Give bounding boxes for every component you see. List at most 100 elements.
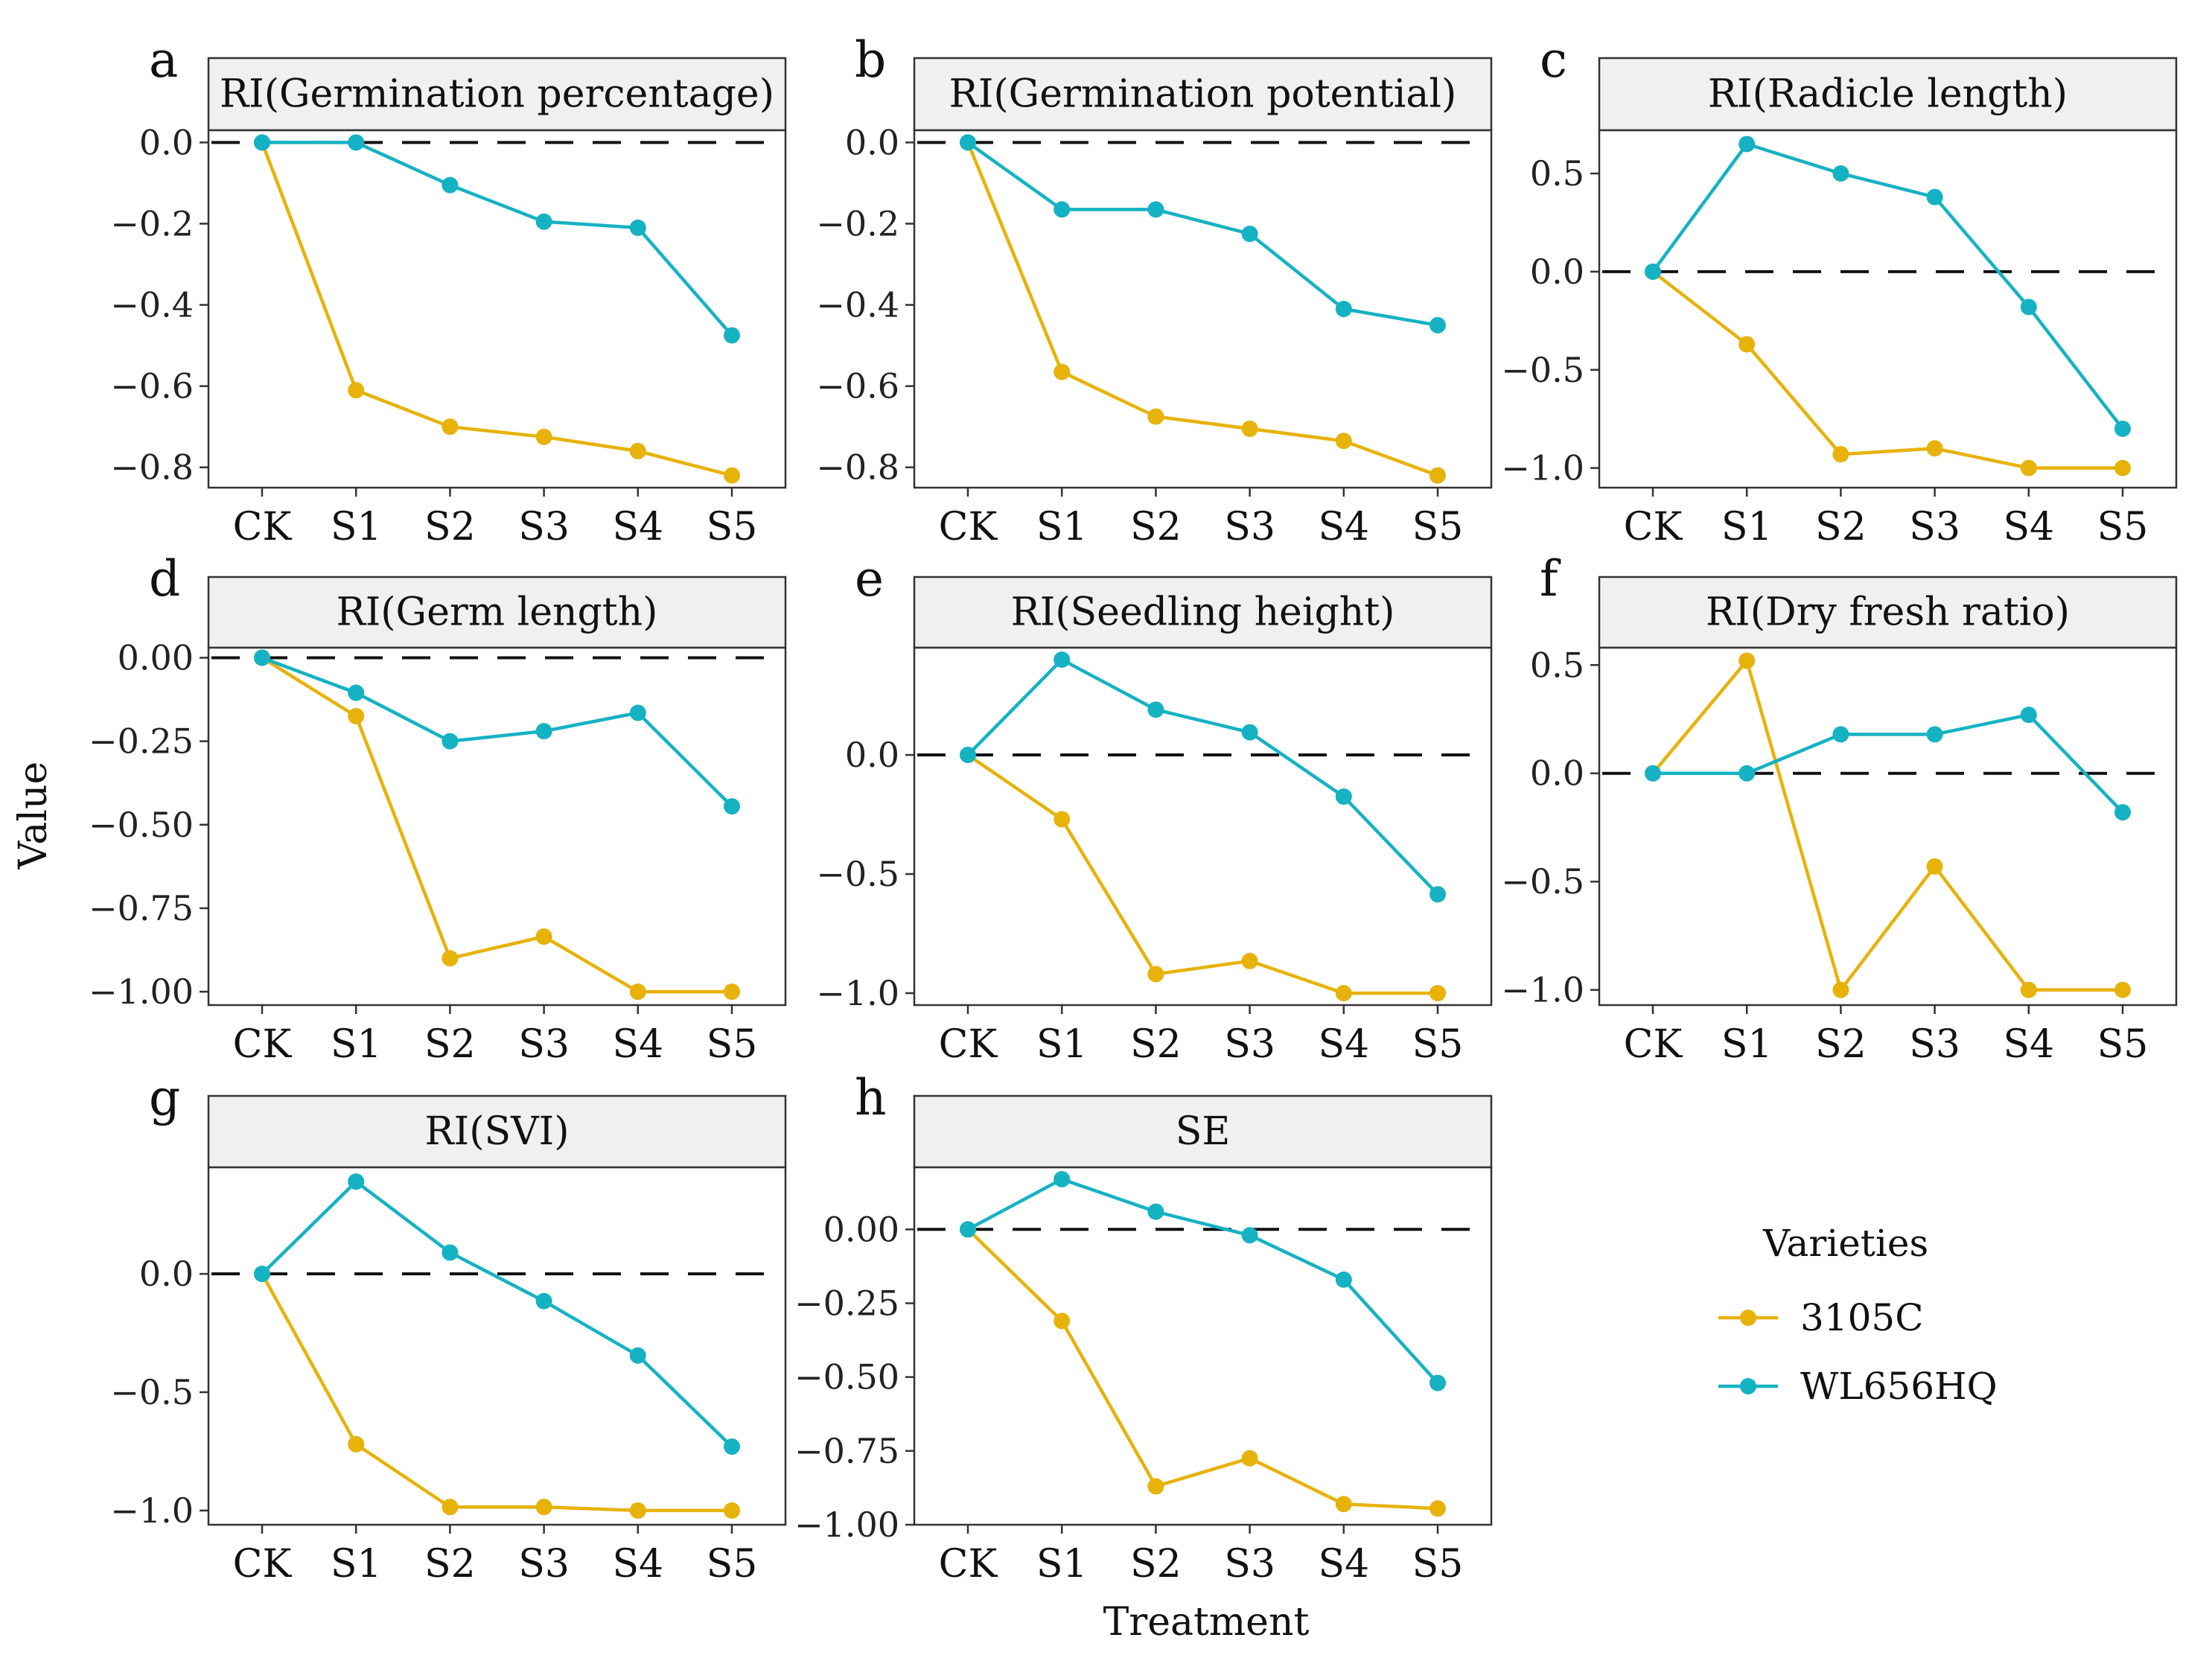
data-point-wl656hq (535, 1292, 552, 1310)
plot-area (207, 129, 787, 489)
panel-g: g RI(SVI) 0.0 −0.5 −1.0 CK S1 S2 S3 S4 S5 (110, 1069, 787, 1587)
panel-letter: b (855, 31, 886, 89)
x-tick-label: S2 (424, 1022, 476, 1067)
x-tick-label: S4 (2003, 505, 2054, 549)
data-point-wl656hq (1738, 765, 1756, 782)
data-point-3105c (535, 928, 552, 946)
data-point-3105c (1241, 952, 1258, 969)
x-axis-title: Treatment (1103, 1600, 1310, 1645)
data-point-wl656hq (1429, 886, 1446, 903)
data-point-wl656hq (254, 1266, 270, 1283)
data-point-wl656hq (1429, 1374, 1446, 1391)
data-point-wl656hq (1054, 201, 1071, 218)
data-point-wl656hq (1241, 724, 1258, 741)
data-point-3105c (724, 1502, 740, 1519)
y-tick-label: −0.25 (794, 1283, 899, 1323)
x-tick-label: S3 (518, 1542, 570, 1587)
x-tick-label: S5 (1412, 1542, 1464, 1587)
panel-title: RI(Seedling height) (1011, 590, 1395, 635)
plot-area (207, 1166, 787, 1526)
data-point-3105c (1054, 811, 1071, 828)
data-point-wl656hq (1147, 701, 1164, 718)
x-tick-label: S1 (1721, 505, 1773, 549)
data-point-3105c (442, 1499, 459, 1516)
panel-title: RI(Germination percentage) (220, 72, 774, 117)
data-point-3105c (1738, 336, 1756, 353)
data-point-wl656hq (1241, 1227, 1258, 1244)
y-tick-label: −0.5 (816, 854, 899, 894)
data-point-3105c (629, 1502, 646, 1519)
data-point-wl656hq (724, 327, 740, 344)
data-point-wl656hq (2020, 299, 2037, 316)
x-tick-label: S5 (707, 1022, 758, 1067)
panel-strip (913, 57, 1493, 132)
legend-title: Varieties (1762, 1222, 1928, 1265)
data-point-wl656hq (254, 649, 270, 666)
panel-letter: h (855, 1069, 887, 1126)
y-tick-label: −0.6 (110, 366, 194, 406)
x-tick-label: S5 (1412, 1022, 1464, 1067)
y-axis-title: Value (11, 762, 56, 870)
data-point-3105c (1054, 1313, 1071, 1330)
x-tick-label: S4 (1318, 1542, 1369, 1587)
y-tick-label: −1.00 (794, 1505, 899, 1545)
x-tick-label: S3 (1224, 1542, 1275, 1587)
y-tick-label: −0.2 (110, 203, 194, 243)
data-point-wl656hq (2114, 420, 2131, 437)
data-point-3105c (2020, 459, 2037, 476)
x-tick-label: CK (939, 1022, 998, 1067)
data-point-wl656hq (1738, 135, 1756, 153)
series-line-3105c (261, 656, 732, 994)
panel-title: RI(Germination potential) (949, 72, 1457, 117)
series-line-wl656hq (261, 656, 733, 808)
y-tick-label: −0.8 (816, 447, 899, 488)
x-tick-label: S2 (424, 1542, 476, 1587)
data-point-wl656hq (348, 684, 365, 701)
x-tick-label: S5 (2097, 1022, 2149, 1067)
x-tick-label: S1 (331, 1022, 382, 1067)
x-tick-label: S2 (1130, 1022, 1182, 1067)
x-tick-label: S5 (707, 1542, 758, 1587)
panel-letter: e (855, 550, 884, 608)
y-tick-label: 0.0 (139, 122, 194, 162)
data-point-wl656hq (1054, 651, 1071, 668)
y-tick-label: −1.0 (816, 973, 899, 1013)
x-tick-label: S2 (424, 505, 476, 549)
data-point-wl656hq (535, 723, 552, 740)
y-tick-label: −0.50 (794, 1357, 899, 1397)
x-tick-label: S3 (1909, 505, 1960, 549)
y-tick-label: −1.00 (89, 972, 194, 1012)
legend-items: 3105C WL656HQ (1718, 1296, 1998, 1408)
data-point-wl656hq (629, 219, 646, 236)
data-point-wl656hq (629, 1347, 646, 1364)
series-line-wl656hq (966, 657, 1439, 896)
panel-title: RI(SVI) (425, 1109, 570, 1154)
panel-letter: a (149, 31, 178, 89)
panel-letter: c (1540, 31, 1567, 89)
y-tick-label: 0.00 (118, 637, 194, 677)
y-tick-label: −0.2 (816, 203, 899, 243)
data-point-3105c (535, 428, 552, 445)
y-tick-label: −0.75 (89, 888, 194, 928)
x-tick-label: S1 (331, 505, 382, 549)
data-point-3105c (724, 983, 740, 1001)
y-tick-label: −0.75 (794, 1431, 899, 1471)
y-tick-label: 0.00 (823, 1209, 899, 1249)
data-point-3105c (724, 467, 740, 484)
series-line-wl656hq (966, 141, 1438, 328)
data-point-3105c (442, 950, 459, 967)
data-point-wl656hq (724, 1438, 740, 1455)
plot-area (1598, 129, 2178, 489)
series-line-3105c (1651, 270, 2123, 470)
panel-title: RI(Dry fresh ratio) (1706, 590, 2070, 635)
data-point-wl656hq (442, 176, 459, 194)
x-tick-label: S2 (1130, 505, 1182, 549)
x-tick-label: CK (233, 1542, 293, 1587)
series-line-wl656hq (262, 141, 733, 337)
data-point-3105c (1054, 363, 1071, 380)
panel-strip (913, 1094, 1493, 1169)
panel-strip (207, 575, 787, 649)
data-point-wl656hq (724, 798, 740, 815)
data-point-3105c (1738, 652, 1756, 669)
series-line-wl656hq (1653, 712, 2124, 814)
